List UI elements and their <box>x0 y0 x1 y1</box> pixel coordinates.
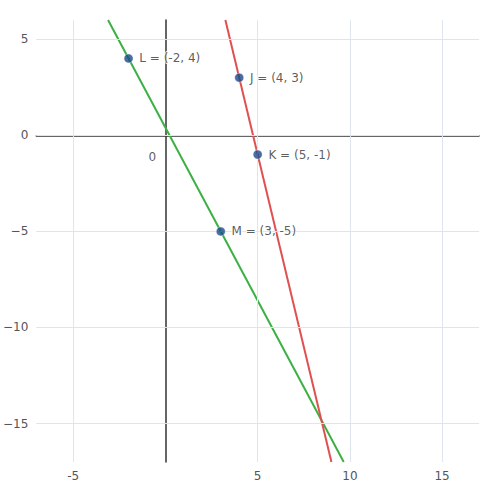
svg-text:K = (5, -1): K = (5, -1) <box>268 148 330 162</box>
svg-text:10: 10 <box>342 469 357 482</box>
svg-text:0: 0 <box>149 150 157 164</box>
svg-text:−5: −5 <box>11 224 29 238</box>
svg-text:−10: −10 <box>3 320 28 334</box>
svg-text:5: 5 <box>254 469 262 482</box>
svg-text:J = (4, 3): J = (4, 3) <box>249 71 303 85</box>
svg-text:−15: −15 <box>3 417 28 431</box>
svg-text:15: 15 <box>434 469 449 482</box>
svg-text:-5: -5 <box>67 469 79 482</box>
svg-text:5: 5 <box>21 32 29 46</box>
svg-text:0: 0 <box>21 128 29 142</box>
svg-text:M = (3, -5): M = (3, -5) <box>232 224 297 238</box>
svg-text:L = (-2, 4): L = (-2, 4) <box>139 51 200 65</box>
